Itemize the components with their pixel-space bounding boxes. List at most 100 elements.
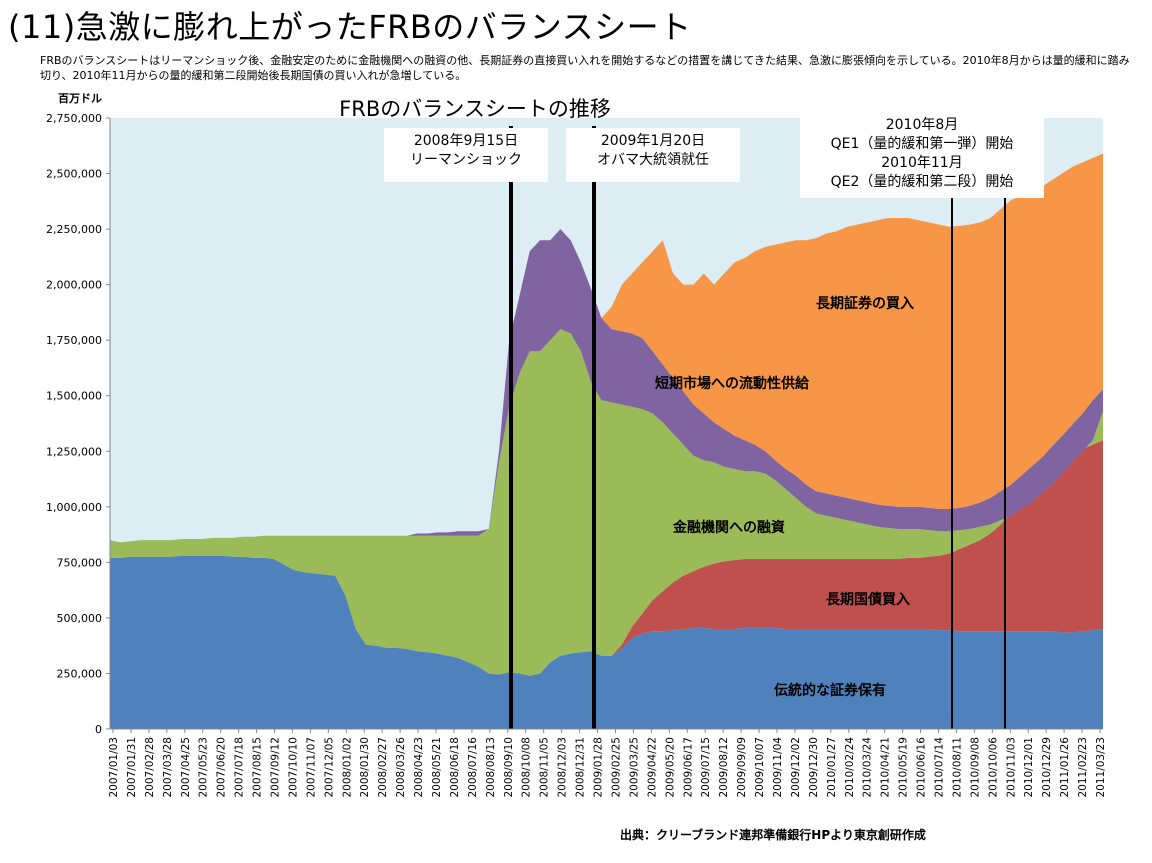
x-tick-label: 2008/05/21 <box>431 737 443 798</box>
x-tick-label: 2008/08/13 <box>485 737 497 798</box>
x-tick-label: 2009/05/20 <box>664 737 676 798</box>
series-label-liquidity: 短期市場への流動性供給 <box>655 375 810 392</box>
x-tick-label: 2009/09/09 <box>736 737 748 798</box>
x-tick-label: 2008/09/10 <box>503 737 515 798</box>
x-tick-label: 2010/12/29 <box>1041 737 1053 798</box>
x-tick-label: 2008/01/30 <box>359 737 371 798</box>
page-title: (11)急激に膨れ上がったFRBのバランスシート <box>8 8 692 46</box>
x-tick-label: 2010/01/27 <box>826 737 838 798</box>
y-tick-label: 2,500,000 <box>46 168 102 181</box>
y-axis: 0 250,000 500,000 750,000 1,000,000 1,250,000… <box>46 112 111 736</box>
x-tick-label: 2010/03/24 <box>862 737 874 798</box>
y-tick-label: 2,750,000 <box>46 112 102 125</box>
x-tick-label: 2008/10/08 <box>521 737 533 798</box>
x-tick-label: 2009/03/25 <box>628 737 640 798</box>
x-tick-label: 2010/07/14 <box>933 737 945 798</box>
area-lending <box>110 329 1103 676</box>
x-tick-label: 2007/09/12 <box>270 737 282 798</box>
series-label-longterm: 長期証券の買入 <box>816 295 914 312</box>
x-tick-label: 2010/04/21 <box>880 737 892 798</box>
x-tick-label: 2008/02/27 <box>377 737 389 798</box>
x-tick-label: 2007/01/31 <box>126 737 138 798</box>
series-label-treasury: 長期国債買入 <box>826 591 910 608</box>
x-tick-label: 2009/06/17 <box>682 737 694 798</box>
x-tick-label: 2009/08/12 <box>718 737 730 798</box>
area-treasury <box>110 440 1103 676</box>
area-traditional <box>110 555 1103 729</box>
x-tick-label: 2010/09/08 <box>969 737 981 798</box>
x-tick-label: 2010/11/03 <box>1005 737 1017 798</box>
x-tick-label: 2009/07/15 <box>700 737 712 798</box>
x-tick-label: 2008/12/03 <box>557 737 569 798</box>
callout-lehman-text: リーマンショック <box>410 152 522 168</box>
y-tick-label: 500,000 <box>57 612 103 625</box>
x-tick-label: 2010/02/24 <box>844 737 856 798</box>
x-tick-label: 2010/05/19 <box>898 737 910 798</box>
x-tick-label: 2007/05/23 <box>198 737 210 798</box>
x-tick-label: 2009/12/02 <box>790 737 802 798</box>
x-tick-label: 2008/04/23 <box>413 737 425 798</box>
x-tick-label: 2009/01/28 <box>593 737 605 798</box>
y-tick-label: 2,000,000 <box>46 279 102 292</box>
x-tick-label: 2008/07/16 <box>467 737 479 798</box>
x-axis: 2007/01/03 2007/01/31 2007/02/28 2007/03/28… <box>108 728 1107 798</box>
x-tick-label: 2007/08/15 <box>252 737 264 798</box>
callout-obama-date: 2009年1月20日 <box>600 133 706 149</box>
callout-qe1-text: QE1（量的緩和第一弾）開始 <box>830 136 1014 152</box>
x-tick-label: 2007/06/20 <box>216 737 228 798</box>
series-label-traditional: 伝統的な証券保有 <box>774 682 886 699</box>
x-tick-label: 2008/12/31 <box>575 737 587 798</box>
y-tick-label: 1,000,000 <box>46 501 102 514</box>
x-tick-label: 2007/11/07 <box>305 737 317 798</box>
area-liquidity <box>110 229 1103 543</box>
x-tick-label: 2008/11/05 <box>539 737 551 798</box>
x-tick-label: 2007/02/28 <box>144 737 156 798</box>
x-tick-label: 2008/03/26 <box>395 737 407 798</box>
y-tick-label: 0 <box>95 723 102 736</box>
x-tick-label: 2009/02/25 <box>610 737 622 798</box>
x-tick-label: 2007/03/28 <box>162 737 174 798</box>
x-tick-label: 2008/06/18 <box>449 737 461 798</box>
area-longterm <box>110 153 1103 543</box>
y-unit-label: 百万ドル <box>58 92 102 105</box>
x-tick-label: 2011/02/23 <box>1077 737 1089 798</box>
y-tick-label: 1,250,000 <box>46 445 102 458</box>
callout-lehman-shock: 2008年9月15日 リーマンショック <box>384 128 548 182</box>
chart-title: FRBのバランスシートの推移 <box>339 97 611 121</box>
y-tick-label: 2,250,000 <box>46 223 102 236</box>
x-tick-label: 2010/12/01 <box>1023 737 1035 798</box>
x-tick-label: 2008/01/02 <box>341 737 353 798</box>
series-labels: 伝統的な証券保有 長期国債買入 金融機関への融資 短期市場への流動性供給 長期証券の買入 <box>655 295 914 699</box>
x-tick-label: 2007/04/25 <box>180 737 192 798</box>
callout-lehman-date: 2008年9月15日 <box>413 133 519 149</box>
x-tick-label: 2010/06/16 <box>916 737 928 798</box>
series-label-lending: 金融機関への融資 <box>672 519 785 536</box>
x-tick-label: 2009/12/30 <box>808 737 820 798</box>
y-tick-label: 250,000 <box>57 667 103 680</box>
x-tick-label: 2007/01/03 <box>108 737 120 798</box>
x-tick-label: 2009/04/22 <box>646 737 658 798</box>
x-tick-label: 2007/10/10 <box>287 737 299 798</box>
callout-obama-text: オバマ大統領就任 <box>597 152 709 168</box>
callout-obama-inauguration: 2009年1月20日 オバマ大統領就任 <box>566 128 740 182</box>
event-lines <box>509 126 1006 729</box>
stacked-areas <box>110 153 1103 729</box>
y-tick-label: 1,500,000 <box>46 390 102 403</box>
intro-text: FRBのバランスシートはリーマンショック後、金融安定のために金融機関への融資の他… <box>40 54 1130 82</box>
x-tick-label: 2011/01/26 <box>1059 737 1071 798</box>
x-tick-label: 2007/07/18 <box>234 737 246 798</box>
x-tick-label: 2010/10/06 <box>987 737 999 798</box>
x-tick-label: 2009/11/04 <box>772 737 784 798</box>
x-tick-label: 2009/10/07 <box>754 737 766 798</box>
callout-qe2-date: 2010年11月 <box>881 155 963 171</box>
callout-qe: 2010年8月 QE1（量的緩和第一弾）開始 2010年11月 QE2（量的緩和… <box>800 116 1044 198</box>
x-tick-label: 2010/08/11 <box>951 737 963 798</box>
x-tick-label: 2007/12/05 <box>323 737 335 798</box>
x-tick-label: 2011/03/23 <box>1095 737 1107 798</box>
y-tick-label: 1,750,000 <box>46 334 102 347</box>
callout-qe1-date: 2010年8月 <box>885 117 959 133</box>
callout-qe2-text: QE2（量的緩和第二段）開始 <box>830 174 1014 190</box>
source-note: 出典：クリーブランド連邦準備銀行HPより東京創研作成 <box>620 828 926 842</box>
y-tick-label: 750,000 <box>57 556 103 569</box>
